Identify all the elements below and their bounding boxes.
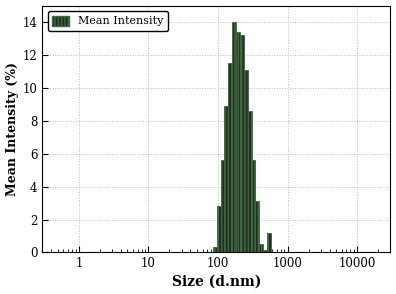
Bar	[221, 160, 225, 253]
Bar	[263, 250, 267, 253]
Bar	[225, 106, 228, 253]
Bar	[236, 32, 240, 253]
Bar	[251, 160, 255, 253]
Bar	[217, 206, 221, 253]
Bar	[259, 244, 263, 253]
Bar	[244, 70, 248, 253]
X-axis label: Size (d.nm): Size (d.nm)	[172, 274, 261, 288]
Bar	[248, 111, 251, 253]
Bar	[232, 22, 236, 253]
Y-axis label: Mean Intensity (%): Mean Intensity (%)	[6, 62, 19, 196]
Bar	[240, 35, 244, 253]
Bar	[228, 63, 232, 253]
Bar	[255, 201, 259, 253]
Bar	[267, 233, 271, 253]
Bar	[213, 248, 217, 253]
Legend: Mean Intensity: Mean Intensity	[48, 11, 168, 31]
